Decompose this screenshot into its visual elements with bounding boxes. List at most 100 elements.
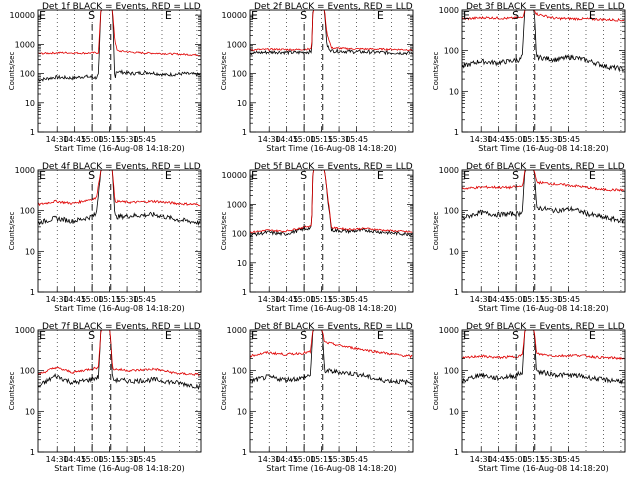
end-marker-label: E (589, 169, 596, 182)
lld-series-line (250, 10, 413, 51)
y-axis-label: Counts/sec (220, 212, 228, 251)
x-tick-label: 15:30 (540, 295, 563, 304)
start-marker-label: S (300, 329, 307, 342)
x-axis-label: Start Time (16-Aug-08 14:18:20) (478, 144, 609, 153)
plot-frame (461, 329, 626, 453)
x-tick-label: 15:00 (293, 135, 316, 144)
plot-frame (461, 169, 626, 293)
lld-series-line (462, 330, 625, 361)
plot-frame (249, 329, 414, 453)
panel-title: Det 6f BLACK = Events, RED = LLD (466, 162, 625, 172)
plot-frame (37, 329, 202, 453)
panel-title: Det 8f BLACK = Events, RED = LLD (254, 322, 413, 332)
x-axis-label: Start Time (16-Aug-08 14:18:20) (478, 464, 609, 473)
x-axis-label: Start Time (16-Aug-08 14:18:20) (266, 304, 397, 313)
x-tick-label: 14:45 (487, 455, 510, 464)
end-marker-label: E (165, 329, 172, 342)
x-tick-label: 15:00 (81, 135, 104, 144)
x-tick-label: 15:00 (505, 135, 528, 144)
start-marker-label: S (512, 329, 519, 342)
end-marker-label: E (463, 169, 470, 182)
x-tick-label: 15:45 (133, 295, 156, 304)
start-marker-label: S (300, 169, 307, 182)
y-axis-label: Counts/sec (8, 52, 16, 91)
x-tick-label: 15:00 (505, 455, 528, 464)
x-tick-label: 15:30 (540, 455, 563, 464)
x-tick-label: 14:45 (63, 295, 86, 304)
x-tick-label: 15:30 (328, 135, 351, 144)
panel-title: Det 1f BLACK = Events, RED = LLD (42, 2, 201, 12)
x-tick-label: 14:45 (63, 455, 86, 464)
panel-title: Det 2f BLACK = Events, RED = LLD (254, 2, 413, 12)
y-axis-label: Counts/sec (432, 52, 440, 91)
x-axis-label: Start Time (16-Aug-08 14:18:20) (478, 304, 609, 313)
x-tick-label: 15:30 (540, 135, 563, 144)
y-axis-label: Counts/sec (8, 212, 16, 251)
x-axis-label: Start Time (16-Aug-08 14:18:20) (54, 144, 185, 153)
y-tick-label: 1 (242, 128, 247, 137)
events-series-line (462, 330, 625, 385)
x-tick-label: 15:15 (522, 135, 545, 144)
y-tick-label: 10 (25, 247, 35, 256)
x-tick-label: 15:15 (310, 135, 333, 144)
x-tick-label: 14:30 (46, 455, 69, 464)
x-tick-label: 15:45 (345, 295, 368, 304)
events-series-line (250, 10, 413, 56)
lld-series-line (462, 10, 625, 22)
end-marker-label: E (165, 169, 172, 182)
end-marker-label: E (39, 9, 46, 22)
x-tick-label: 15:45 (557, 455, 580, 464)
y-tick-label: 10 (449, 247, 459, 256)
y-tick-label: 1000 (439, 6, 459, 15)
y-axis-label: Counts/sec (432, 212, 440, 251)
y-tick-label: 1 (30, 288, 35, 297)
x-tick-label: 15:45 (557, 295, 580, 304)
lld-series-line (38, 10, 201, 57)
start-marker-label: S (88, 169, 95, 182)
lld-series-line (38, 170, 201, 207)
x-tick-label: 14:45 (487, 135, 510, 144)
y-tick-label: 1000 (439, 326, 459, 335)
y-tick-label: 1 (242, 288, 247, 297)
y-tick-label: 10 (449, 407, 459, 416)
end-marker-label: E (589, 329, 596, 342)
y-tick-label: 1 (30, 448, 35, 457)
y-tick-label: 10 (237, 407, 247, 416)
x-tick-label: 15:00 (505, 295, 528, 304)
end-marker-label: E (39, 329, 46, 342)
end-marker-label: E (377, 169, 384, 182)
events-series-line (250, 330, 413, 386)
y-tick-label: 100 (444, 207, 459, 216)
end-marker-label: E (251, 9, 258, 22)
x-tick-label: 14:45 (275, 295, 298, 304)
y-tick-label: 10000 (10, 11, 35, 20)
events-series-line (462, 10, 625, 73)
x-tick-label: 15:00 (293, 455, 316, 464)
y-tick-label: 100 (20, 367, 35, 376)
end-marker-label: E (589, 9, 596, 22)
events-series-line (250, 170, 413, 238)
y-tick-label: 1000 (439, 166, 459, 175)
x-tick-label: 14:45 (487, 295, 510, 304)
y-tick-label: 100 (20, 70, 35, 79)
y-tick-label: 10 (449, 87, 459, 96)
x-axis-label: Start Time (16-Aug-08 14:18:20) (54, 304, 185, 313)
y-axis-label: Counts/sec (220, 372, 228, 411)
start-marker-label: S (88, 329, 95, 342)
y-tick-label: 1000 (227, 326, 247, 335)
y-tick-label: 1 (30, 128, 35, 137)
plot-frame (461, 9, 626, 133)
x-tick-label: 14:45 (63, 135, 86, 144)
y-tick-label: 100 (232, 230, 247, 239)
y-tick-label: 1 (454, 128, 459, 137)
lld-series-line (462, 170, 625, 192)
end-marker-label: E (251, 329, 258, 342)
x-tick-label: 15:30 (116, 135, 139, 144)
plot-frame (249, 9, 414, 133)
